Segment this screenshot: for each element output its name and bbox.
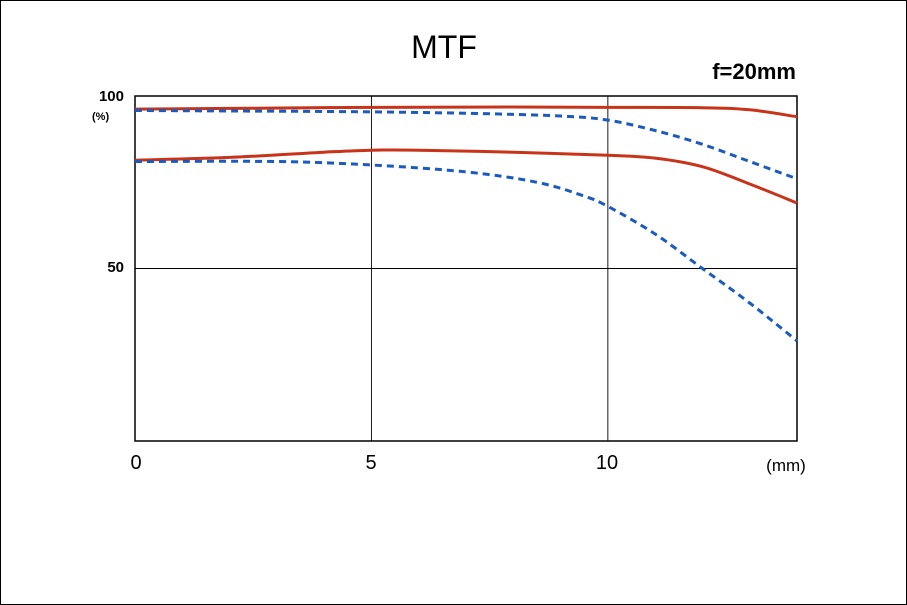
y-tick-label: 100 xyxy=(99,88,124,105)
y-axis-unit: (%) xyxy=(92,111,109,123)
plot-area xyxy=(134,95,798,442)
chart-title: MTF xyxy=(411,29,477,65)
chart-subtitle: f=20mm xyxy=(712,59,796,84)
x-axis-unit: (mm) xyxy=(766,456,806,475)
mtf-series-line-solid-1 xyxy=(134,105,798,119)
x-tick-label: 5 xyxy=(365,452,376,474)
mtf-series-line-dashed-2 xyxy=(134,109,798,181)
mtf-series-line-dashed-4 xyxy=(134,159,798,343)
y-tick-label: 50 xyxy=(107,259,124,276)
series-group xyxy=(134,105,798,343)
x-tick-label: 10 xyxy=(596,452,618,474)
x-tick-label: 0 xyxy=(130,452,141,474)
mtf-series-line-solid-3 xyxy=(134,148,798,205)
grid xyxy=(135,96,797,441)
